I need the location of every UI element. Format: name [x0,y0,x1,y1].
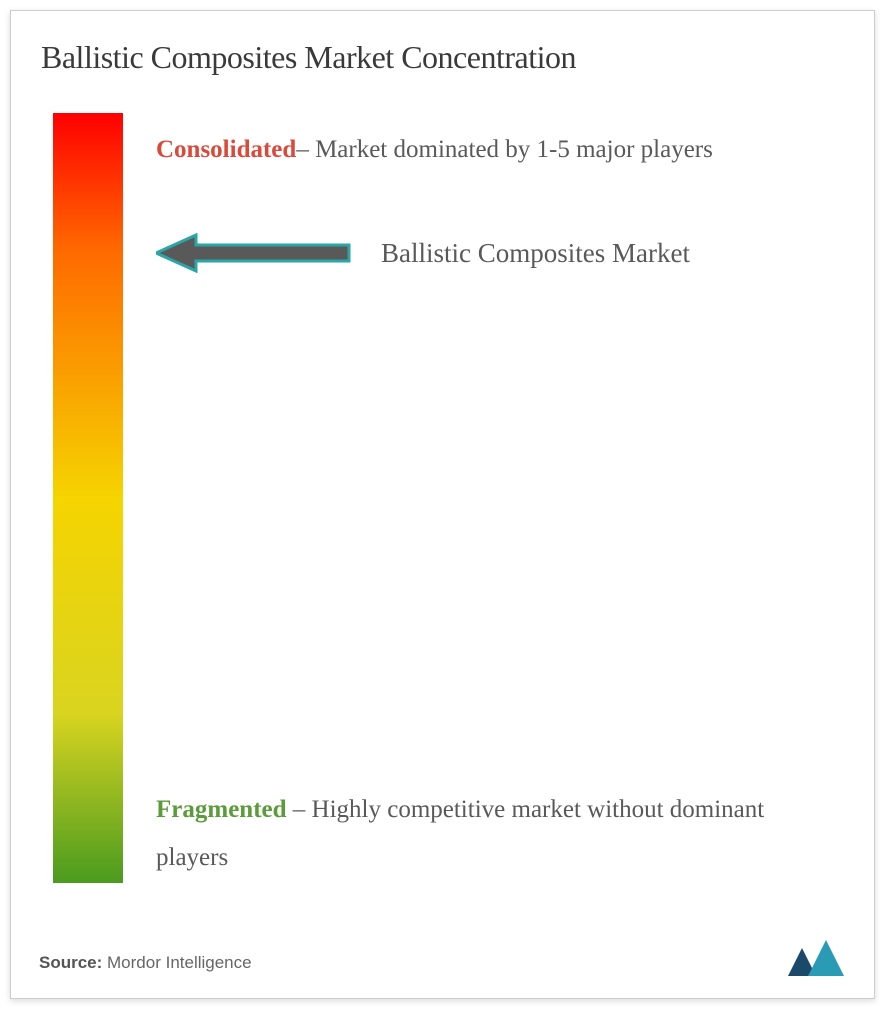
logo-right-peak [808,940,844,976]
chart-title: Ballistic Composites Market Concentratio… [41,39,576,76]
chart-container: Ballistic Composites Market Concentratio… [10,10,875,999]
consolidated-text: Consolidated– Market dominated by 1-5 ma… [156,126,826,174]
fragmented-text: Fragmented – Highly competitive market w… [156,786,826,881]
consolidated-label: Consolidated [156,136,296,163]
consolidated-description: – Market dominated by 1-5 major players [296,136,713,163]
market-position-indicator: Ballistic Composites Market [156,233,690,273]
fragmented-label: Fragmented [156,796,287,823]
gradient-rect [53,113,123,883]
arrow-label: Ballistic Composites Market [381,238,690,269]
concentration-gradient-bar [53,113,123,883]
source-label: Source: [39,953,102,972]
source-value: Mordor Intelligence [102,953,251,972]
mordor-logo-icon [788,936,846,976]
source-attribution: Source: Mordor Intelligence [39,953,252,973]
arrow-left-icon [156,233,351,273]
